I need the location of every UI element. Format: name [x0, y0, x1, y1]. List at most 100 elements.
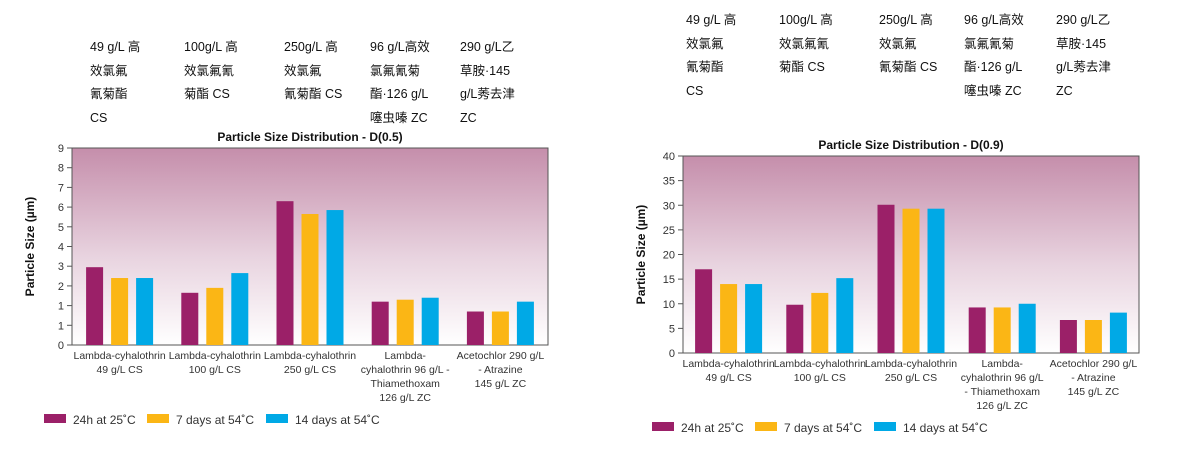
x-tick-label: 250 g/L CS	[284, 364, 336, 376]
x-tick-label: 126 g/L ZC	[976, 400, 1028, 412]
bar	[695, 269, 713, 353]
label-col: 49 g/L 高 效氯氟 氰菊酯 CS	[686, 13, 737, 98]
x-tick-label: Acetochlor 290 g/L	[1050, 358, 1138, 370]
bar	[111, 278, 129, 345]
label-col: 290 g/L乙 草胺·145 g/L莠去津 ZC	[1056, 13, 1111, 98]
x-tick-label: 145 g/L ZC	[1068, 386, 1120, 398]
x-tick-label: 145 g/L ZC	[475, 378, 527, 390]
bar	[181, 292, 199, 345]
label-col: 250g/L 高 效氯氟 氰菊酯 CS	[879, 13, 938, 74]
bar	[720, 284, 738, 353]
y-axis-label: Particle Size (µm)	[634, 205, 648, 305]
bar	[396, 299, 414, 345]
legend-label: 7 days at 54˚C	[176, 413, 254, 427]
x-tick-label: 126 g/L ZC	[379, 392, 431, 404]
bar	[491, 311, 509, 345]
y-tick-label: 30	[663, 200, 675, 212]
legend-label: 14 days at 54˚C	[903, 421, 988, 435]
x-tick-label: Lambda-	[384, 350, 426, 362]
chart-d05: Particle Size Distribution - D(0.5) Parti…	[23, 130, 549, 427]
y-tick-label: 5	[58, 222, 64, 234]
bar	[811, 292, 829, 353]
x-tick-label: Lambda-cyhalothrin	[264, 350, 356, 362]
bar	[466, 311, 484, 345]
y-axis-label: Particle Size (µm)	[23, 197, 37, 297]
x-tick-label: 49 g/L CS	[96, 364, 142, 376]
legend-swatch	[44, 414, 66, 423]
x-tick-label: Acetochlor 290 g/L	[457, 350, 545, 362]
bar	[786, 304, 804, 353]
y-tick-label: 25	[663, 225, 675, 237]
x-tick-label: Lambda-cyhalothrin	[774, 358, 866, 370]
bar	[371, 301, 389, 345]
y-tick-label: 1	[58, 301, 64, 313]
bar	[836, 278, 854, 353]
y-tick-label: 4	[58, 242, 64, 254]
bar	[745, 284, 763, 353]
legend-label: 14 days at 54˚C	[295, 413, 380, 427]
y-tick-label: 1	[58, 320, 64, 332]
bar	[1084, 320, 1102, 353]
bar	[301, 213, 319, 345]
chart-title: Particle Size Distribution - D(0.9)	[818, 138, 1003, 152]
bar	[231, 273, 249, 345]
y-tick-label: 0	[669, 348, 675, 360]
x-tick-label: Lambda-cyhalothrin	[73, 350, 165, 362]
bar	[993, 307, 1011, 353]
legend-swatch	[652, 422, 674, 431]
y-tick-label: 2	[58, 281, 64, 293]
bar	[326, 210, 344, 345]
x-tick-label: cyhalothrin 96 g/L	[961, 372, 1044, 384]
label-col: 96 g/L高效 氯氟氰菊 酯·126 g/L 噻虫嗪 ZC	[964, 13, 1024, 98]
label-col: 250g/L 高 效氯氟 氰菊酯 CS	[284, 40, 343, 101]
label-col: 100g/L 高 效氯氟氰 菊酯 CS	[779, 13, 833, 74]
x-tick-label: Lambda-cyhalothrin	[169, 350, 261, 362]
bar	[86, 267, 104, 345]
legend-swatch	[755, 422, 777, 431]
x-tick-label: 100 g/L CS	[794, 372, 846, 384]
y-tick-label: 15	[663, 274, 675, 286]
label-col: 49 g/L 高 效氯氟 氰菊酯 CS	[90, 40, 141, 125]
x-tick-label: cyhalothrin 96 g/L -	[361, 364, 450, 376]
bar	[206, 287, 224, 345]
legend-label: 7 days at 54˚C	[784, 421, 862, 435]
legend-label: 24h at 25˚C	[73, 413, 136, 427]
x-tick-label: - Thiamethoxam	[964, 386, 1040, 398]
bar	[276, 201, 294, 345]
bar	[1018, 303, 1036, 353]
legend-label: 24h at 25˚C	[681, 421, 744, 435]
y-tick-label: 35	[663, 176, 675, 188]
x-tick-label: Lambda-cyhalothrin	[682, 358, 774, 370]
legend-swatch	[266, 414, 288, 423]
bar	[1059, 320, 1077, 353]
x-tick-label: 49 g/L CS	[705, 372, 751, 384]
bar	[1109, 312, 1127, 353]
bar	[902, 208, 920, 353]
label-col: 290 g/L乙 草胺·145 g/L莠去津 ZC	[460, 40, 515, 125]
label-col: 96 g/L高效 氯氟氰菊 酯·126 g/L 噻虫嗪 ZC	[370, 40, 430, 125]
legend-swatch	[874, 422, 896, 431]
y-tick-label: 40	[663, 151, 675, 163]
bar	[421, 297, 439, 345]
label-col: 100g/L 高 效氯氟氰 菊酯 CS	[184, 40, 238, 101]
y-tick-label: 0	[58, 340, 64, 352]
chart-title: Particle Size Distribution - D(0.5)	[217, 130, 402, 144]
y-tick-label: 5	[669, 323, 675, 335]
y-tick-label: 10	[663, 299, 675, 311]
x-tick-label: 100 g/L CS	[189, 364, 241, 376]
y-tick-label: 20	[663, 250, 675, 262]
bar	[927, 208, 945, 353]
bar	[516, 301, 534, 345]
y-tick-label: 7	[58, 182, 64, 194]
x-tick-label: Lambda-	[981, 358, 1023, 370]
x-tick-label: - Atrazine	[1071, 372, 1116, 384]
y-tick-label: 8	[58, 163, 64, 175]
x-tick-label: 250 g/L CS	[885, 372, 937, 384]
y-tick-label: 6	[58, 202, 64, 214]
x-tick-label: Thiamethoxam	[370, 378, 440, 390]
bar	[968, 307, 986, 353]
chart-d09: Particle Size Distribution - D(0.9) Parti…	[634, 138, 1140, 435]
x-tick-label: Lambda-cyhalothrin	[865, 358, 957, 370]
bar	[136, 278, 154, 345]
